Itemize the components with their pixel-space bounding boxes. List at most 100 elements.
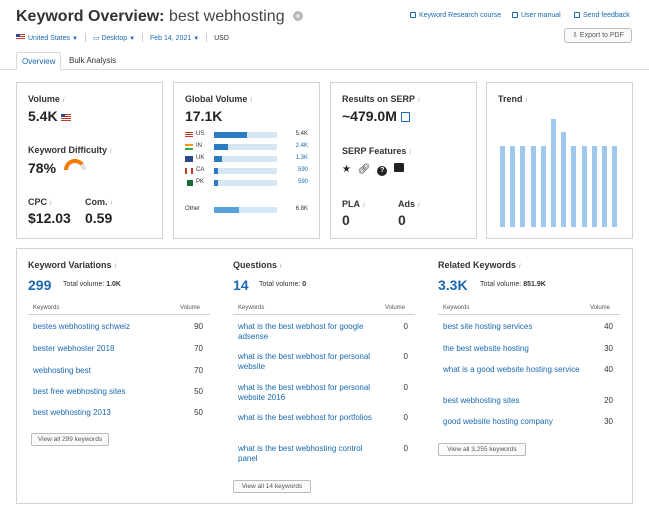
related-count[interactable]: 3.3K bbox=[438, 277, 468, 293]
uk-flag-icon bbox=[185, 156, 193, 162]
view-all-questions-button[interactable]: View all 14 keywords bbox=[233, 480, 311, 493]
country-value-in[interactable]: 2.4K bbox=[295, 143, 308, 149]
user-manual-link[interactable]: User manual bbox=[512, 12, 561, 19]
trend-bar bbox=[551, 119, 556, 227]
variations-volume-value: 70 bbox=[194, 366, 203, 375]
questions-count[interactable]: 14 bbox=[233, 277, 249, 293]
questions-keyword-link[interactable]: what is the best webhost for portfolios bbox=[238, 413, 372, 422]
image-pack-icon[interactable] bbox=[394, 163, 405, 172]
kd-value: 78% bbox=[28, 160, 57, 176]
info-icon: i bbox=[525, 97, 528, 104]
info-icon: i bbox=[280, 263, 282, 270]
graduation-icon bbox=[410, 12, 416, 18]
questions-volume-value: 0 bbox=[403, 383, 408, 392]
course-link[interactable]: Keyword Research course bbox=[410, 12, 501, 19]
country-select[interactable]: United States ▼ bbox=[16, 34, 78, 42]
trend-label: Trend i bbox=[498, 94, 528, 104]
country-bar-in bbox=[214, 144, 277, 150]
send-feedback-link[interactable]: Send feedback bbox=[574, 12, 630, 19]
variations-keyword-link[interactable]: bestes webhosting schweiz bbox=[33, 322, 130, 331]
trend-bar bbox=[561, 132, 566, 227]
volume-label: Volume i bbox=[28, 94, 65, 104]
info-icon: i bbox=[114, 263, 117, 270]
related-col-volume: Volume bbox=[590, 305, 611, 311]
view-all-variations-button[interactable]: View all 299 keywords bbox=[31, 433, 109, 446]
related-total: Total volume: 851.9K bbox=[480, 281, 546, 288]
related-volume-value: 40 bbox=[604, 322, 613, 331]
info-icon: i bbox=[418, 202, 420, 209]
ads-value: 0 bbox=[398, 212, 406, 228]
link-icon[interactable]: 🔗︎ bbox=[357, 164, 371, 175]
info-icon: i bbox=[250, 97, 252, 104]
title-prefix: Keyword Overview: bbox=[16, 8, 165, 25]
currency-label: USD bbox=[214, 35, 229, 42]
view-all-related-button[interactable]: View all 3,255 keywords bbox=[438, 443, 526, 456]
related-keyword-link[interactable]: best webhosting sites bbox=[443, 396, 520, 405]
country-bar-us bbox=[214, 132, 277, 138]
related-keyword-link[interactable]: what is a good website hosting service bbox=[443, 365, 580, 374]
trend-bar bbox=[612, 146, 617, 227]
country-value-ca[interactable]: 590 bbox=[297, 167, 308, 173]
info-icon: i bbox=[363, 202, 365, 209]
pla-label: PLA i bbox=[342, 199, 365, 209]
country-value-pk[interactable]: 590 bbox=[297, 179, 308, 185]
us-flag-icon bbox=[61, 114, 72, 121]
variations-count[interactable]: 299 bbox=[28, 277, 52, 293]
results-label: Results on SERP i bbox=[342, 94, 420, 104]
variations-total: Total volume: 1.0K bbox=[63, 281, 121, 288]
date-select[interactable]: Feb 14, 2021 ▼ bbox=[150, 35, 200, 42]
tab-bulk-analysis[interactable]: Bulk Analysis bbox=[69, 56, 117, 65]
questions-keyword-link[interactable]: what is the best webhost for personal we… bbox=[238, 383, 371, 402]
questions-keyword-link[interactable]: what is the best webhost for personal we… bbox=[238, 352, 371, 371]
related-keyword-link[interactable]: best site hosting services bbox=[443, 322, 533, 331]
trend-bar bbox=[602, 146, 607, 227]
global-volume-value: 17.1K bbox=[185, 108, 223, 124]
star-icon[interactable]: ★ bbox=[342, 164, 351, 175]
page-title: Keyword Overview: best webhosting + bbox=[16, 8, 304, 26]
country-code-us: US bbox=[196, 131, 205, 137]
related-volume-value: 30 bbox=[604, 417, 613, 426]
variations-col-volume: Volume bbox=[180, 305, 201, 311]
com-label: Com. i bbox=[85, 197, 113, 207]
questions-keyword-link[interactable]: what is the best webhosting control pane… bbox=[238, 444, 363, 463]
questions-keyword-link[interactable]: what is the best webhost for google adse… bbox=[238, 322, 364, 341]
trend-chart bbox=[500, 119, 622, 227]
global-volume-card: Global Volume i 17.1K Other 6.8K US 5.4K IN… bbox=[173, 82, 320, 239]
serp-document-icon bbox=[400, 112, 410, 122]
other-bar bbox=[214, 207, 277, 213]
variations-keyword-link[interactable]: webhosting best bbox=[33, 366, 91, 375]
trend-bar bbox=[500, 146, 505, 227]
com-value: 0.59 bbox=[85, 210, 113, 226]
trend-bar bbox=[582, 146, 587, 227]
variations-keyword-link[interactable]: bester webhoster 2018 bbox=[33, 344, 115, 353]
device-select[interactable]: ▭ Desktop ▼ bbox=[92, 35, 136, 42]
trend-bar bbox=[592, 146, 597, 227]
trend-bar bbox=[531, 146, 536, 227]
questions-volume-value: 0 bbox=[403, 444, 408, 453]
other-value: 6.8K bbox=[295, 206, 308, 212]
export-pdf-button[interactable]: ⇩ Export to PDF bbox=[564, 28, 632, 43]
related-volume-value: 20 bbox=[604, 396, 613, 405]
related-keyword-link[interactable]: good website hosting company bbox=[443, 417, 553, 426]
country-code-uk: UK bbox=[196, 155, 205, 161]
related-keyword-link[interactable]: the best website hosting bbox=[443, 344, 529, 353]
global-volume-label: Global Volume i bbox=[185, 94, 252, 104]
add-icon[interactable]: + bbox=[293, 11, 304, 21]
chevron-down-icon: ▼ bbox=[72, 36, 78, 42]
variations-volume-value: 50 bbox=[194, 387, 203, 396]
other-label: Other bbox=[185, 206, 201, 212]
info-icon: i bbox=[50, 200, 52, 207]
ca-flag-icon bbox=[185, 168, 193, 174]
filter-bar: United States ▼ ▭ Desktop ▼ Feb 14, 2021 ▼ … bbox=[16, 33, 229, 42]
tab-overview[interactable]: Overview bbox=[16, 52, 62, 70]
trend-bar bbox=[541, 146, 546, 227]
download-icon: ⇩ bbox=[572, 32, 580, 39]
country-bar-ca bbox=[214, 168, 277, 174]
trend-bar bbox=[510, 146, 515, 227]
country-value-uk[interactable]: 1.3K bbox=[295, 155, 308, 161]
serp-card: Results on SERP i ~479.0M SERP Features i … bbox=[330, 82, 477, 239]
variations-keyword-link[interactable]: best free webhosting sites bbox=[33, 387, 126, 396]
trend-bar bbox=[571, 146, 576, 227]
question-icon[interactable]: ? bbox=[377, 166, 388, 176]
variations-keyword-link[interactable]: best webhosting 2013 bbox=[33, 408, 111, 417]
